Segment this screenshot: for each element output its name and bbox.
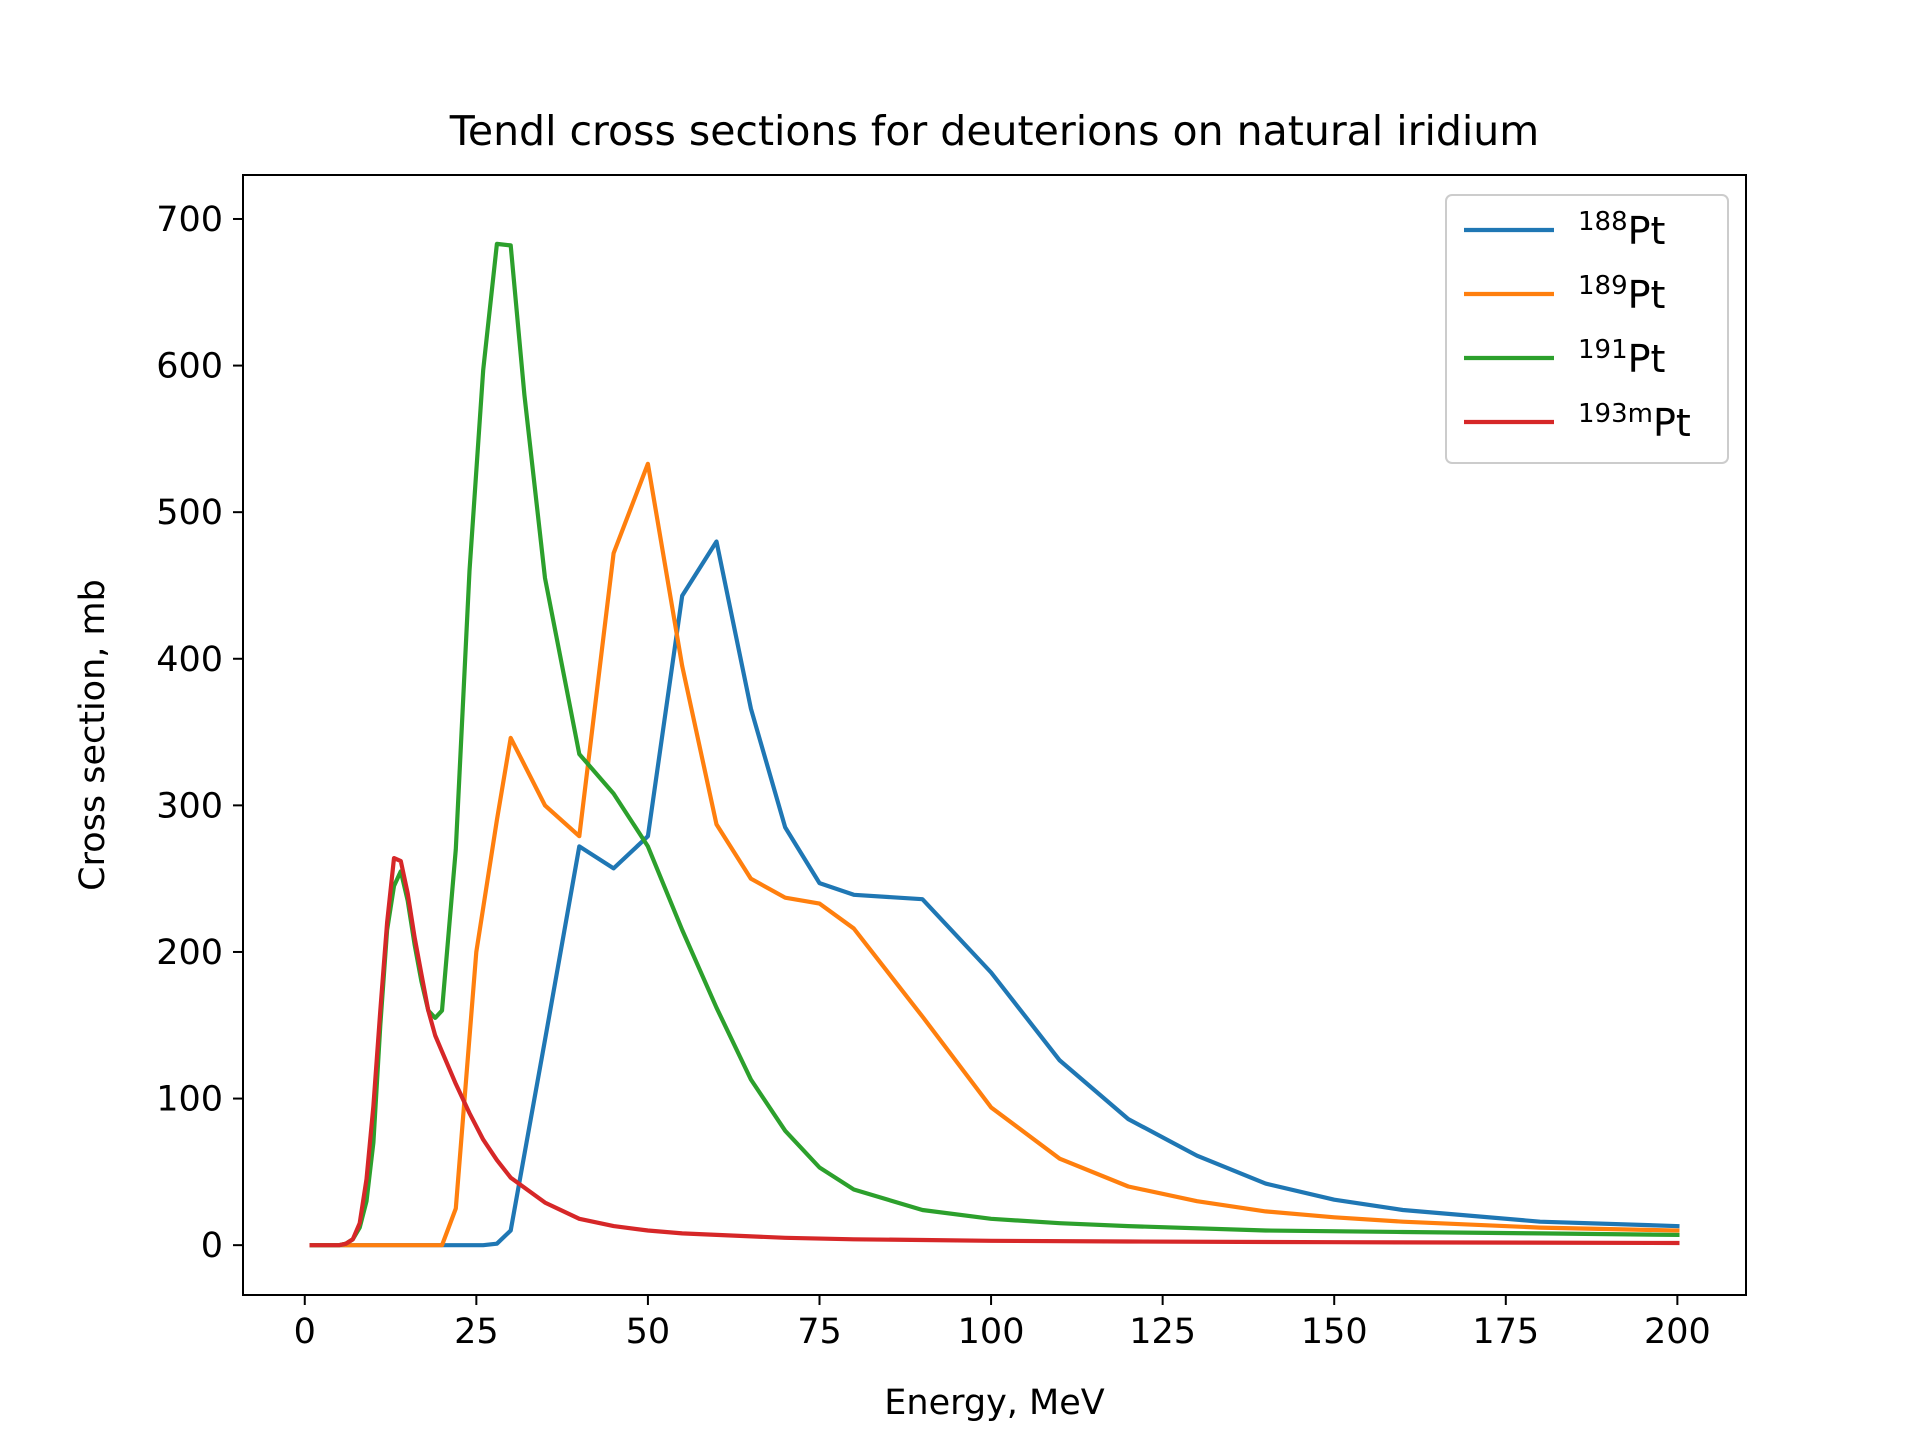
legend-element: Pt: [1653, 401, 1691, 445]
x-tick-label: 175: [1472, 1312, 1539, 1352]
axes-frame: [242, 174, 1747, 1296]
y-tick-label: 200: [156, 933, 223, 973]
x-axis-label: Energy, MeV: [884, 1383, 1105, 1423]
x-tick-label: 200: [1644, 1312, 1711, 1352]
y-tick-label: 400: [156, 640, 223, 680]
legend-entry-189Pt: 189Pt: [1578, 271, 1665, 317]
series-line-188Pt: [309, 539, 1680, 1248]
y-tick-label: 700: [156, 200, 223, 240]
x-tick-label: 50: [626, 1312, 671, 1352]
y-axis-label: Cross section, mb: [73, 579, 113, 891]
legend-element: Pt: [1628, 337, 1666, 381]
series-line-189Pt: [309, 461, 1680, 1248]
legend-element: Pt: [1628, 273, 1666, 317]
legend-mass-number: 188: [1578, 207, 1628, 237]
legend-mass-number: 193m: [1578, 399, 1653, 429]
legend-element: Pt: [1628, 209, 1666, 253]
legend-mass-number: 189: [1578, 271, 1628, 301]
y-tick-label: 100: [156, 1080, 223, 1120]
x-tick-label: 100: [958, 1312, 1025, 1352]
plot-area: [309, 241, 1680, 1248]
x-tick-label: 25: [454, 1312, 499, 1352]
x-tick-label: 0: [294, 1312, 316, 1352]
legend-entry-188Pt: 188Pt: [1578, 207, 1665, 253]
x-tick-label: 125: [1129, 1312, 1196, 1352]
y-tick-label: 600: [156, 347, 223, 387]
y-tick-label: 0: [201, 1226, 223, 1266]
x-tick-label: 150: [1301, 1312, 1368, 1352]
x-tick-label: 75: [797, 1312, 842, 1352]
legend-entry-191Pt: 191Pt: [1578, 335, 1665, 381]
y-tick-label: 300: [156, 786, 223, 826]
legend-box: [1445, 194, 1729, 464]
axes: 0 25 50 75 100 125 150 175 200 0 100 200 300 400 500 60…: [156, 174, 1747, 1352]
y-tick-label: 500: [156, 493, 223, 533]
chart-title: Tendl cross sections for deuterions on n…: [449, 107, 1539, 155]
series-line-193mPt: [309, 855, 1680, 1248]
legend-mass-number: 191: [1578, 335, 1628, 365]
legend-entry-193mPt: 193mPt: [1578, 399, 1691, 445]
